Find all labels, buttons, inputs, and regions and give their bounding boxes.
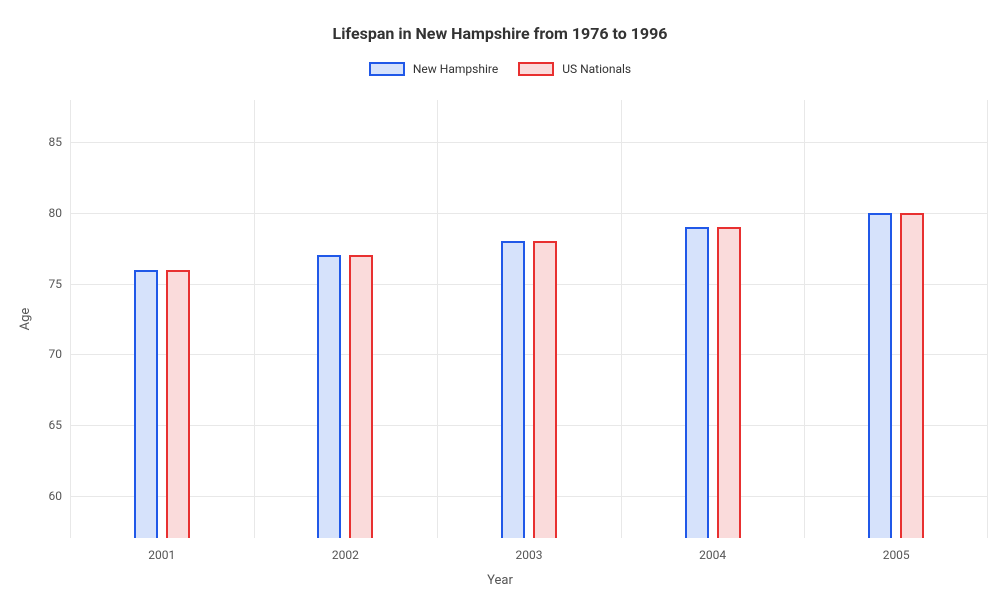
- x-tick-label: 2004: [699, 548, 726, 562]
- chart-container: Lifespan in New Hampshire from 1976 to 1…: [0, 0, 1000, 600]
- y-tick-label: 65: [49, 418, 63, 432]
- legend-label: New Hampshire: [413, 62, 498, 76]
- x-axis-label: Year: [487, 573, 513, 588]
- x-tick-label: 2005: [883, 548, 910, 562]
- y-tick-label: 80: [49, 206, 63, 220]
- bar: [349, 255, 373, 538]
- gridline: [70, 284, 988, 285]
- legend: New Hampshire US Nationals: [0, 62, 1000, 76]
- x-tick-label: 2003: [516, 548, 543, 562]
- y-axis-label: Age: [18, 308, 33, 331]
- plot-area: 60657075808520012002200320042005: [70, 100, 988, 538]
- bar: [317, 255, 341, 538]
- bar: [166, 270, 190, 538]
- legend-swatch: [518, 62, 554, 76]
- gridline: [70, 496, 988, 497]
- bar: [533, 241, 557, 538]
- y-tick-label: 70: [49, 347, 63, 361]
- legend-item: US Nationals: [518, 62, 631, 76]
- gridline: [621, 100, 622, 538]
- gridline: [70, 354, 988, 355]
- bar: [134, 270, 158, 538]
- bar: [900, 213, 924, 538]
- legend-label: US Nationals: [562, 62, 631, 76]
- bar: [685, 227, 709, 538]
- legend-item: New Hampshire: [369, 62, 498, 76]
- bar: [717, 227, 741, 538]
- gridline: [437, 100, 438, 538]
- y-tick-label: 60: [49, 489, 63, 503]
- gridline: [70, 425, 988, 426]
- gridline: [804, 100, 805, 538]
- y-tick-label: 85: [49, 135, 63, 149]
- x-tick-label: 2001: [148, 548, 175, 562]
- chart-title: Lifespan in New Hampshire from 1976 to 1…: [0, 24, 1000, 43]
- legend-swatch: [369, 62, 405, 76]
- y-tick-label: 75: [49, 277, 63, 291]
- gridline: [254, 100, 255, 538]
- bar: [868, 213, 892, 538]
- gridline: [70, 213, 988, 214]
- bar: [501, 241, 525, 538]
- x-tick-label: 2002: [332, 548, 359, 562]
- gridline: [987, 100, 988, 538]
- gridline: [70, 100, 71, 538]
- gridline: [70, 142, 988, 143]
